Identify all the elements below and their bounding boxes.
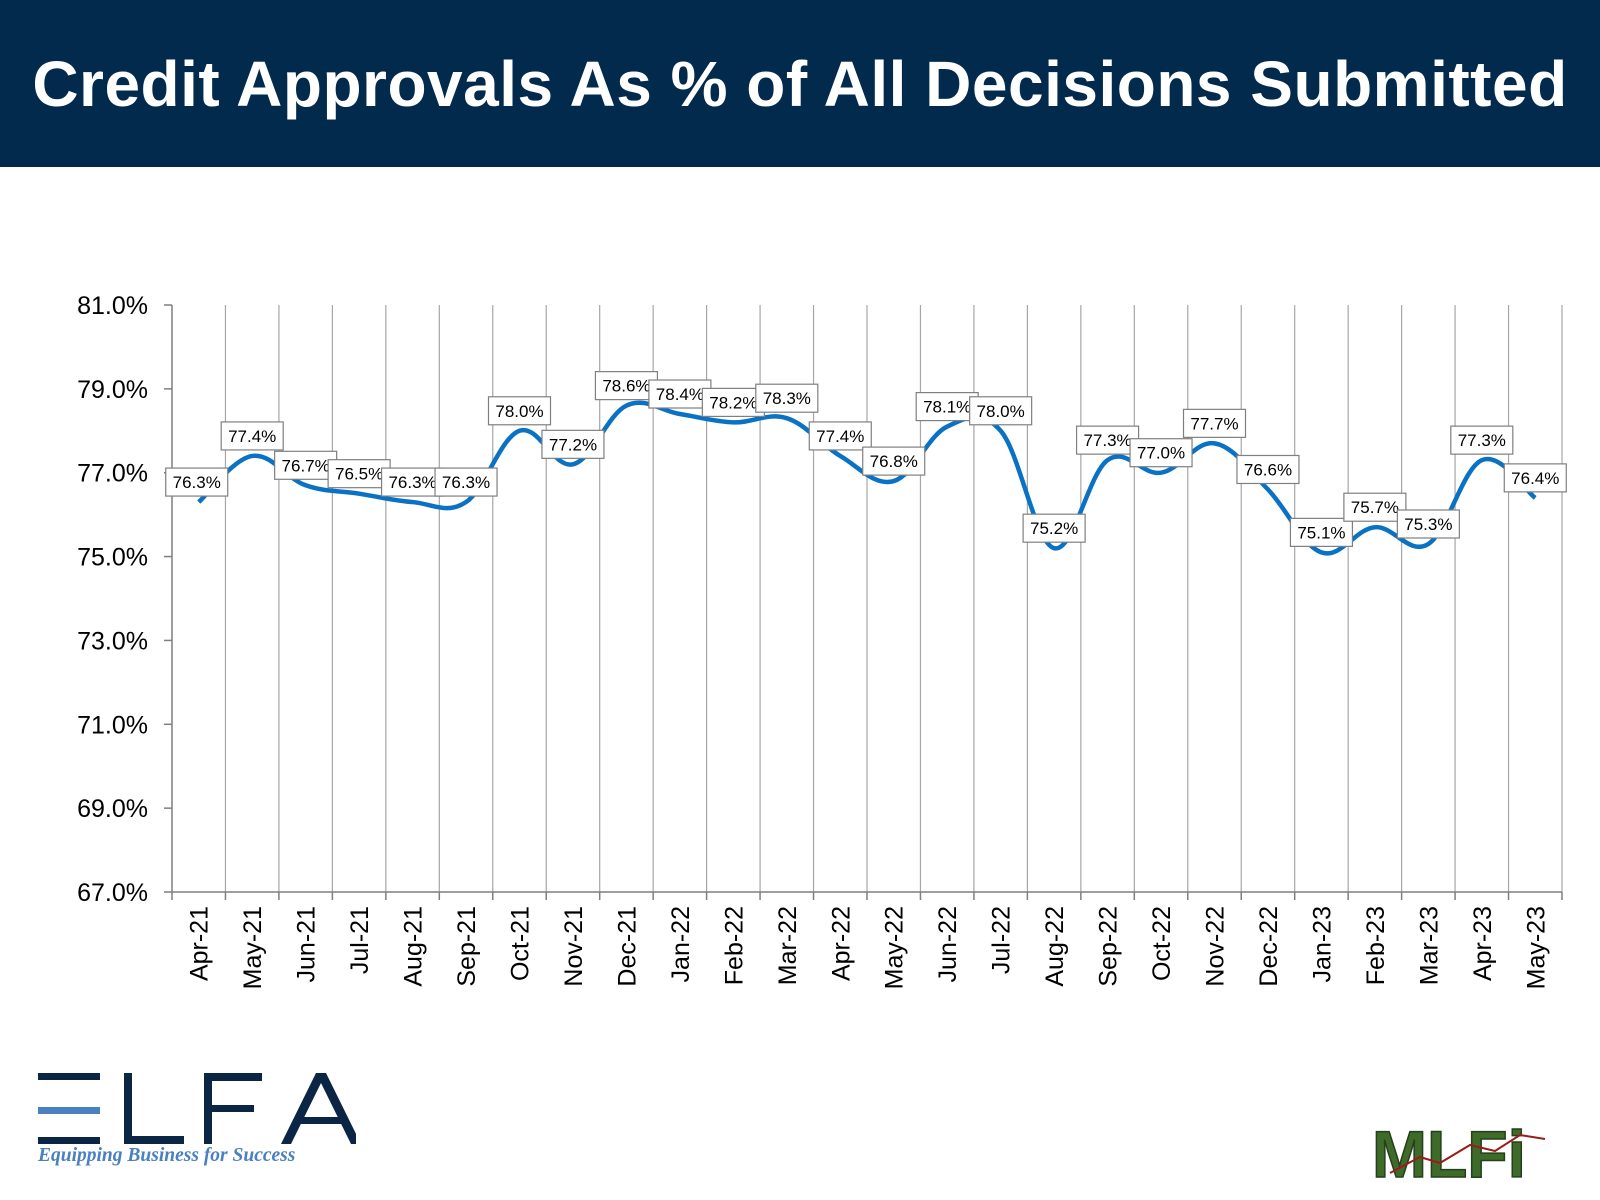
x-tick-label: Mar-22 (774, 906, 802, 985)
data-label-box (487, 396, 552, 426)
x-tick-label: Apr-22 (827, 906, 855, 981)
data-label: 77.3% (1083, 431, 1131, 450)
data-label-box (862, 446, 926, 476)
x-tick-label: Nov-21 (560, 906, 588, 987)
data-label-box (648, 379, 712, 409)
page-title: Credit Approvals As % of All Decisions S… (32, 47, 1568, 120)
data-label: 78.6% (602, 377, 650, 396)
x-tick-label: Jul-22 (988, 906, 1016, 974)
data-label: 78.4% (656, 385, 704, 404)
x-tick-label: Jan-23 (1308, 906, 1336, 982)
x-tick-label: Dec-21 (613, 906, 641, 987)
x-tick-label: May-23 (1522, 906, 1550, 989)
data-label-box (165, 467, 229, 497)
data-label: 76.5% (335, 465, 383, 484)
y-tick-label: 81.0% (77, 292, 148, 320)
data-label: 75.2% (1030, 519, 1078, 538)
x-tick-label: Sep-22 (1095, 906, 1123, 987)
data-label-box (755, 383, 819, 413)
x-tick-label: Oct-22 (1148, 906, 1176, 981)
data-label-box (701, 387, 765, 417)
data-label: 76.3% (173, 473, 221, 492)
x-tick-label: Sep-21 (453, 906, 481, 987)
x-tick-label: Dec-22 (1255, 906, 1283, 987)
data-label-box (1129, 438, 1193, 468)
y-tick-label: 67.0% (77, 879, 148, 907)
data-label: 76.6% (1244, 460, 1292, 479)
x-tick-label: Aug-21 (400, 906, 428, 987)
data-label: 78.0% (977, 402, 1025, 421)
data-label: 76.8% (870, 452, 918, 471)
x-tick-label: Apr-21 (186, 906, 214, 981)
x-tick-label: Jul-21 (346, 906, 374, 974)
data-label: 77.7% (1190, 414, 1238, 433)
x-tick-label: Apr-23 (1469, 906, 1497, 981)
data-label-box (594, 371, 659, 401)
data-label: 78.1% (923, 398, 971, 417)
data-label: 76.4% (1511, 469, 1559, 488)
x-tick-label: May-21 (239, 906, 267, 989)
x-tick-label: Mar-23 (1415, 906, 1443, 985)
data-label-box (327, 459, 391, 489)
x-tick-label: Feb-23 (1362, 906, 1390, 985)
elfa-wordmark-icon (38, 1073, 356, 1144)
data-label: 76.7% (282, 456, 330, 475)
mlfi-logo: MLFi (1371, 1116, 1546, 1190)
data-label: 75.7% (1351, 498, 1399, 517)
data-label: 77.0% (1137, 444, 1185, 463)
data-label: 75.3% (1404, 515, 1452, 534)
data-label-box (220, 421, 284, 451)
data-label: 77.4% (816, 427, 864, 446)
data-label-box (1343, 492, 1407, 522)
y-tick-label: 75.0% (77, 544, 148, 572)
x-tick-label: Aug-22 (1041, 906, 1069, 987)
data-label: 78.0% (495, 402, 543, 421)
data-label-box (274, 450, 338, 480)
data-label-box (434, 467, 498, 497)
data-label-box (1022, 513, 1086, 543)
x-tick-label: Feb-22 (720, 906, 748, 985)
elfa-tagline: Equipping Business for Success (38, 1145, 296, 1166)
x-tick-label: Jun-21 (293, 906, 321, 982)
y-tick-label: 79.0% (77, 376, 148, 404)
y-tick-label: 69.0% (77, 795, 148, 823)
series-line (197, 400, 1537, 556)
data-label-box (1503, 463, 1567, 493)
y-tick-label: 77.0% (77, 460, 148, 488)
title-banner: Credit Approvals As % of All Decisions S… (0, 0, 1600, 167)
data-label: 76.3% (388, 473, 436, 492)
data-label-box (1396, 509, 1460, 539)
data-label: 77.2% (549, 435, 597, 454)
data-label-box (1236, 454, 1300, 485)
x-tick-label: Nov-22 (1202, 906, 1230, 987)
data-label-box (969, 396, 1033, 426)
elfa-logo: Equipping Business for Success (36, 1045, 356, 1175)
data-label: 77.4% (228, 427, 276, 446)
x-tick-label: May-22 (881, 906, 909, 989)
data-label-box (1182, 408, 1247, 438)
svg-text:MLFi: MLFi (1372, 1117, 1526, 1190)
data-label: 75.1% (1297, 523, 1345, 542)
data-label-box (1289, 517, 1354, 547)
x-tick-label: Jun-22 (934, 906, 962, 982)
data-label: 77.3% (1458, 431, 1506, 450)
data-label-box (1450, 425, 1514, 455)
data-label-box (915, 391, 979, 422)
data-label: 76.3% (442, 473, 490, 492)
y-tick-label: 73.0% (77, 627, 148, 655)
data-label-box (541, 429, 605, 459)
x-tick-label: Jan-22 (667, 906, 695, 982)
data-label: 78.3% (763, 389, 811, 408)
data-label-box (808, 421, 872, 451)
data-label: 78.2% (709, 393, 757, 412)
y-tick-label: 71.0% (77, 711, 148, 739)
x-tick-label: Oct-21 (507, 906, 535, 981)
data-label-box (380, 467, 445, 497)
